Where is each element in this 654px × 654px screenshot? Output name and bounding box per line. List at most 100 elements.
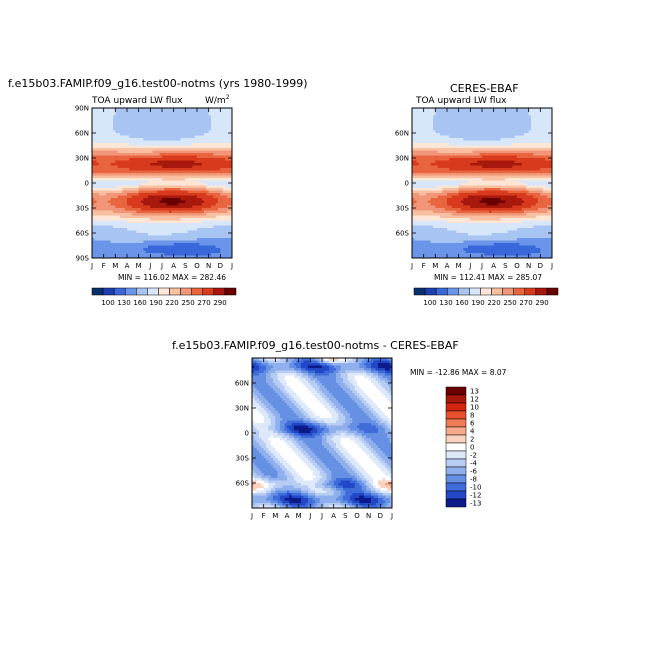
left-heatmap-cell (173, 228, 177, 231)
left-heatmap-cell (185, 248, 189, 251)
left-heatmap-cell (94, 203, 98, 206)
right-heatmap-cell (419, 155, 422, 159)
left-heatmap-cell (138, 225, 142, 229)
right-heatmap-cell (426, 140, 429, 144)
left-heatmap-cell (92, 138, 95, 141)
right-heatmap-cell (421, 150, 425, 154)
left-heatmap-cell (197, 143, 200, 146)
right-heatmap-cell (454, 158, 457, 161)
left-heatmap-cell (213, 235, 217, 239)
left-heatmap-cell (103, 140, 107, 144)
right-heatmap-cell (451, 245, 455, 249)
right-heatmap-cell (458, 185, 462, 189)
left-heatmap-cell (162, 148, 165, 151)
left-heatmap-cell (215, 120, 219, 124)
right-heatmap-cell (447, 115, 450, 119)
right-heatmap-cell (416, 200, 420, 204)
left-heatmap-cell (150, 130, 154, 134)
right-heatmap-cell (435, 128, 439, 131)
right-heatmap-cell (454, 223, 457, 226)
right-heatmap-cell (428, 245, 432, 249)
left-heatmap-cell (92, 178, 95, 181)
left-heatmap-cell (94, 113, 98, 116)
left-heatmap-cell (225, 113, 228, 116)
right-heatmap-cell (456, 135, 460, 139)
left-heatmap-cell (122, 233, 126, 236)
left-heatmap-cell (176, 163, 179, 166)
left-heatmap-cell (162, 215, 165, 219)
left-heatmap-cell (229, 178, 233, 181)
right-heatmap-cell (440, 235, 443, 239)
left-heatmap-cell (108, 213, 112, 216)
left-heatmap-cell (199, 208, 203, 211)
left-heatmap-cell (129, 183, 133, 186)
right-heatmap-cell (461, 175, 464, 179)
left-heatmap-cell (99, 193, 102, 196)
left-heatmap-cell (134, 175, 137, 179)
left-heatmap-cell (113, 113, 116, 116)
left-heatmap-cell (136, 190, 140, 194)
left-heatmap-cell (183, 160, 186, 164)
left-heatmap-cell (208, 183, 212, 186)
right-heatmap-cell (461, 140, 464, 144)
left-heatmap-cell (117, 200, 121, 204)
right-heatmap-cell (416, 238, 420, 241)
left-heatmap-cell (180, 158, 184, 161)
left-heatmap-cell (127, 163, 130, 166)
right-heatmap-cell (458, 245, 462, 249)
left-heatmap-cell (215, 113, 219, 116)
left-heatmap-cell (208, 118, 212, 121)
left-heatmap-cell (108, 140, 112, 144)
right-heatmap-cell (461, 113, 464, 116)
right-heatmap-cell (461, 200, 464, 204)
right-heatmap-cell (449, 128, 453, 131)
left-heatmap-cell (113, 145, 116, 149)
left-heatmap-cell (117, 225, 121, 229)
left-heatmap-cell (199, 195, 203, 199)
left-heatmap-cell (199, 133, 203, 136)
left-heatmap-cell (143, 210, 147, 214)
left-heatmap-xtick-label: A (125, 262, 130, 270)
right-heatmap-cell (421, 133, 425, 136)
left-heatmap-cell (145, 130, 149, 134)
left-heatmap-cell (134, 145, 137, 149)
left-heatmap-cell (113, 175, 116, 179)
left-heatmap-cell (178, 123, 182, 126)
right-heatmap-cell (430, 228, 434, 231)
left-heatmap-cell (148, 253, 151, 256)
right-heatmap-cell (454, 250, 457, 254)
left-heatmap-cell (103, 208, 107, 211)
left-heatmap-cell (166, 145, 170, 149)
left-heatmap-cell (164, 228, 168, 231)
left-heatmap-cell (197, 213, 200, 216)
left-heatmap-cell (227, 123, 231, 126)
left-heatmap-cell (117, 155, 121, 159)
left-heatmap-cell (110, 173, 114, 176)
right-heatmap-cell (433, 248, 436, 251)
right-heatmap-cell (426, 115, 429, 119)
left-heatmap-cell (206, 170, 210, 174)
left-heatmap-cell (171, 250, 175, 254)
left-heatmap-cell (199, 233, 203, 236)
left-heatmap-cell (96, 210, 100, 214)
right-heatmap-cell (435, 153, 439, 156)
right-heatmap-cell (456, 165, 460, 169)
right-heatmap-cell (412, 128, 415, 131)
left-heatmap-cell (131, 203, 135, 206)
right-heatmap-cell (449, 240, 453, 244)
left-heatmap-cell (222, 200, 226, 204)
left-heatmap-cell (185, 178, 189, 181)
right-heatmap-cell (416, 230, 420, 234)
left-heatmap-cell (152, 148, 156, 151)
left-heatmap-cell (178, 155, 182, 159)
left-heatmap-cell (129, 163, 133, 166)
left-heatmap-cell (131, 173, 135, 176)
left-heatmap-cell (229, 243, 233, 246)
right-heatmap-cell (419, 115, 422, 119)
left-heatmap-cell (159, 138, 163, 141)
right-heatmap-cell (428, 163, 432, 166)
left-heatmap-cell (106, 183, 109, 186)
left-heatmap-cell (199, 178, 203, 181)
left-heatmap-cell (201, 178, 205, 181)
left-heatmap-cell (115, 198, 119, 201)
